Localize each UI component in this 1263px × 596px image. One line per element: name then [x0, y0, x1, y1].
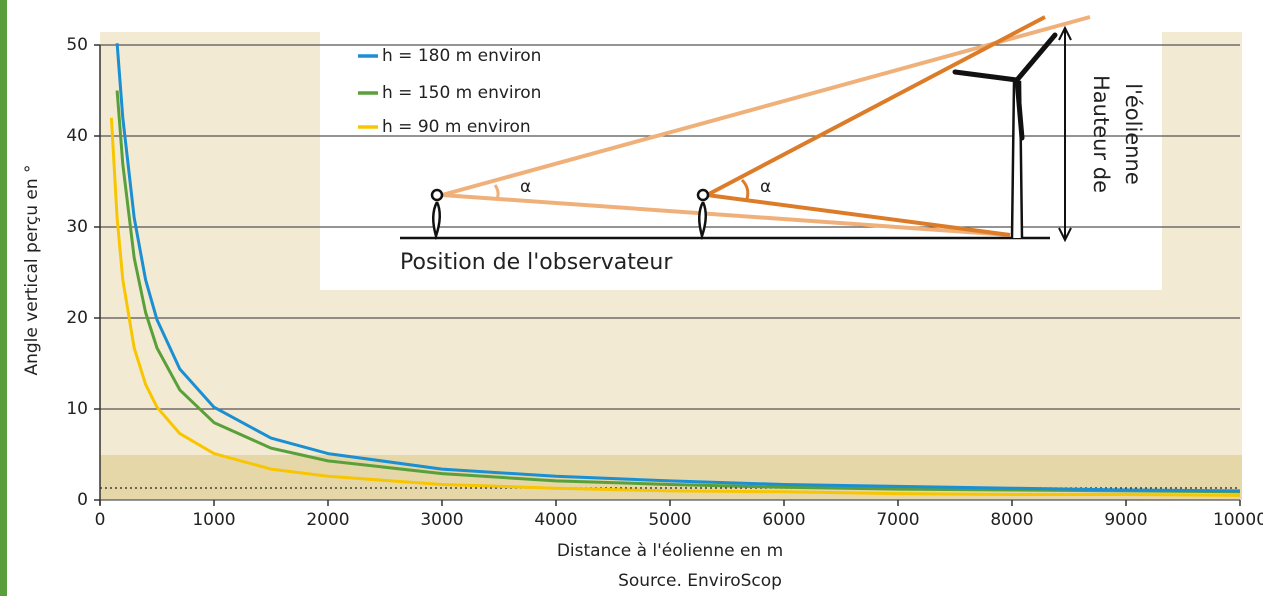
shaded-band — [100, 455, 1242, 500]
ray — [706, 15, 1046, 197]
height-label: Hauteur de — [1089, 75, 1113, 193]
y-tick-label: 30 — [66, 217, 88, 237]
angle-label: α — [760, 177, 771, 197]
x-tick-label: 4000 — [534, 510, 577, 530]
legend-label: h = 90 m environ — [382, 117, 531, 137]
ray — [441, 15, 1091, 197]
angle-arc — [740, 178, 750, 200]
source: Source. EnviroScop — [618, 571, 782, 591]
x-tick-label: 8000 — [990, 510, 1033, 530]
diagram: Position de l'observateur α α Hauteur de… — [400, 15, 1145, 275]
x-tick-label: 7000 — [876, 510, 919, 530]
y-axis-label: Angle vertical perçu en ° — [22, 164, 42, 375]
x-tick-label: 6000 — [762, 510, 805, 530]
observer-label: Position de l'observateur — [400, 250, 673, 275]
y-tick-label: 20 — [66, 308, 88, 328]
x-axis-label: Distance à l'éolienne en m — [557, 541, 783, 561]
side-border — [0, 0, 7, 596]
y-tick-label: 40 — [66, 126, 88, 146]
height-label: l'éolienne — [1121, 83, 1145, 185]
y-tick-label: 0 — [77, 490, 88, 510]
ray — [706, 193, 1011, 237]
observer — [698, 201, 707, 241]
observer — [696, 188, 710, 202]
angle-arc — [493, 184, 500, 200]
x-tick-label: 9000 — [1104, 510, 1147, 530]
series-line — [115, 90, 1241, 494]
arrow-heads — [1058, 25, 1072, 243]
series-line — [109, 117, 1241, 497]
x-tick-label: 2000 — [306, 510, 349, 530]
x-tick-label: 1000 — [192, 510, 235, 530]
legend-label: h = 150 m environ — [382, 83, 541, 103]
y-tick-label: 50 — [66, 35, 88, 55]
x-tick-label: 3000 — [420, 510, 463, 530]
x-tick-label: 5000 — [648, 510, 691, 530]
observer — [430, 188, 444, 202]
angle-label: α — [520, 177, 531, 197]
turbine-blades — [952, 32, 1058, 141]
x-tick-label: 10000 — [1213, 510, 1263, 530]
x-tick-label: 0 — [95, 510, 106, 530]
grid — [100, 44, 1240, 501]
y-tick-label: 10 — [66, 399, 88, 419]
ray — [441, 193, 1011, 237]
series-line — [115, 43, 1241, 493]
observer — [432, 201, 441, 241]
legend-label: h = 180 m environ — [382, 46, 541, 66]
